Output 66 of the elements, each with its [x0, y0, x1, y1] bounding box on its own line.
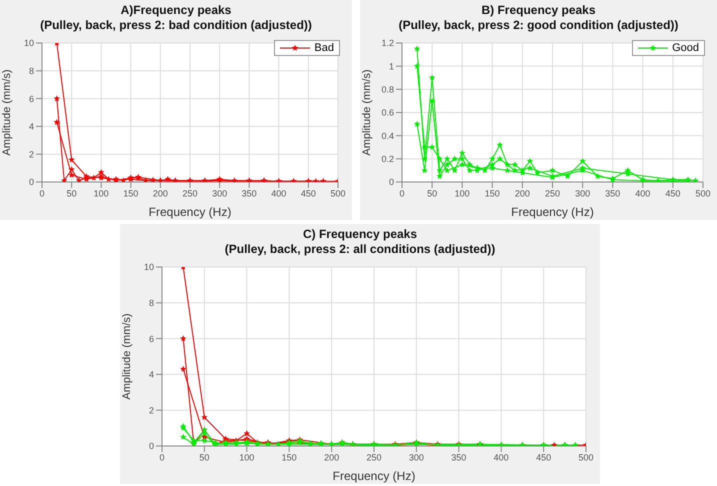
y-tick-label: 0.2	[381, 154, 394, 164]
y-tick-label: 2	[28, 149, 34, 160]
x-tick-label: 500	[695, 188, 711, 198]
y-tick-label: 8	[28, 66, 34, 76]
y-tick-label: 4	[148, 370, 154, 380]
y-tick-label: 1	[388, 61, 394, 72]
x-tick-label: 0	[399, 188, 405, 198]
x-tick-label: 100	[239, 452, 254, 462]
y-tick-label: 6	[28, 94, 34, 104]
x-tick-label: 500	[330, 188, 346, 198]
x-tick-label: 400	[271, 188, 286, 198]
x-tick-label: 200	[514, 188, 530, 198]
y-axis-title: Amplitude (mm/s)	[360, 69, 373, 156]
x-tick-label: 250	[182, 188, 198, 198]
x-tick-label: 50	[199, 452, 210, 462]
x-tick-label: 450	[665, 188, 680, 198]
x-tick-label: 250	[366, 452, 382, 462]
y-tick-label: 10	[144, 262, 154, 272]
x-tick-label: 350	[605, 188, 620, 198]
x-tick-label: 150	[282, 452, 297, 462]
y-tick-label: 2	[148, 405, 154, 416]
chart-subtitle: (Pulley, back, press 2: bad condition (adjusted))	[39, 18, 313, 33]
y-tick-label: 6	[148, 334, 154, 344]
x-tick-label: 200	[152, 188, 168, 198]
chart-title: C) Frequency peaks	[302, 227, 418, 242]
y-tick-label: 0	[148, 441, 154, 452]
legend-label: Good	[672, 42, 699, 54]
x-tick-label: 50	[66, 188, 77, 198]
x-tick-label: 300	[575, 188, 590, 198]
x-axis-title: Frequency (Hz)	[148, 205, 232, 219]
x-tick-label: 150	[484, 188, 500, 198]
y-tick-label: 10	[24, 38, 34, 48]
chart-title: B) Frequency peaks	[480, 3, 597, 18]
chart-title: A)Frequency peaks	[120, 3, 232, 18]
x-tick-label: 50	[427, 188, 438, 198]
x-tick-label: 350	[451, 452, 466, 462]
y-axis-title: Amplitude (mm/s)	[120, 313, 133, 400]
x-tick-label: 300	[212, 188, 228, 198]
x-tick-label: 100	[454, 188, 470, 198]
x-tick-label: 450	[300, 188, 316, 198]
y-tick-label: 0	[28, 177, 34, 188]
y-tick-label: 0.4	[381, 130, 394, 141]
y-tick-label: 1.2	[381, 38, 394, 48]
x-tick-label: 100	[94, 188, 109, 198]
x-tick-label: 250	[544, 188, 560, 198]
x-tick-label: 400	[494, 452, 509, 462]
y-tick-label: 0.6	[381, 108, 394, 118]
x-tick-label: 150	[123, 188, 138, 198]
y-tick-label: 8	[148, 298, 154, 308]
y-tick-label: 0.8	[381, 84, 394, 95]
y-axis-title: Amplitude (mm/s)	[0, 69, 13, 156]
x-axis-title: Frequency (Hz)	[332, 469, 416, 483]
x-tick-label: 400	[635, 188, 650, 198]
chart-subtitle: (Pulley, back, press 2: good condition (adjusted))	[398, 18, 680, 33]
x-tick-label: 200	[324, 452, 340, 462]
x-tick-label: 500	[578, 452, 594, 462]
legend-label: Bad	[314, 42, 334, 54]
x-tick-label: 350	[242, 188, 257, 198]
x-tick-label: 0	[159, 452, 165, 462]
y-tick-label: 4	[28, 122, 34, 132]
x-axis-title: Frequency (Hz)	[511, 205, 594, 219]
x-tick-label: 0	[39, 188, 45, 198]
y-tick-label: 0	[388, 177, 394, 188]
x-tick-label: 300	[408, 452, 424, 462]
x-tick-label: 450	[536, 452, 552, 462]
chart-subtitle: (Pulley, back, press 2: all conditions (adjusted))	[224, 242, 496, 257]
